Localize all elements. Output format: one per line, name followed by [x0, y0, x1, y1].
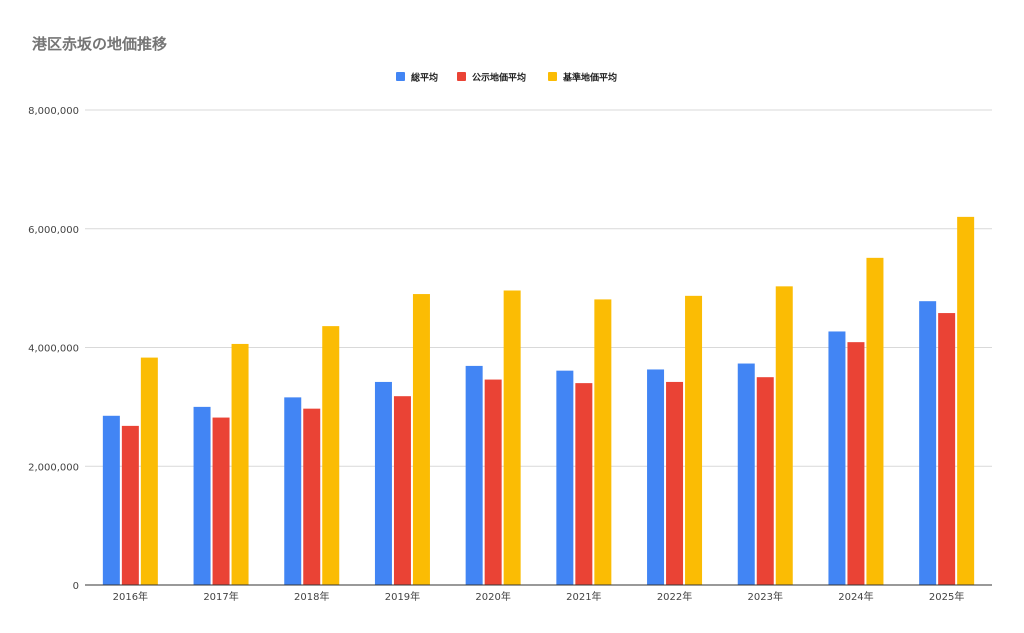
bar	[575, 383, 593, 585]
bar	[465, 365, 483, 585]
bar	[412, 294, 430, 585]
legend-label: 公示地価平均	[472, 72, 526, 84]
bar	[284, 397, 302, 585]
bar	[647, 369, 665, 585]
y-tick-label: 2,000,000	[28, 462, 79, 473]
x-tick-label: 2020年	[475, 590, 510, 603]
bar	[193, 406, 211, 585]
bar	[919, 301, 937, 585]
bar	[938, 313, 956, 585]
bar	[594, 299, 612, 585]
bar	[957, 216, 975, 585]
x-tick-label: 2023年	[748, 590, 783, 603]
bar	[140, 357, 158, 585]
bar	[322, 326, 340, 585]
bar	[685, 295, 703, 585]
bar	[737, 363, 755, 585]
x-tick-label: 2016年	[113, 590, 148, 603]
x-tick-label: 2022年	[657, 590, 692, 603]
bar	[374, 381, 392, 585]
x-axis-ticks: 2016年 2017年 2018年 2019年 2020年 2021年 2022年 2023年…	[113, 590, 965, 603]
bar	[303, 408, 321, 585]
bar	[102, 415, 120, 585]
x-tick-label: 2017年	[203, 590, 238, 603]
y-tick-label: 4,000,000	[28, 344, 79, 355]
bar	[775, 286, 793, 585]
legend-swatch	[396, 72, 405, 81]
y-tick-label: 6,000,000	[28, 225, 79, 236]
bar	[828, 331, 846, 585]
x-tick-label: 2021年	[566, 590, 601, 603]
y-axis-ticks: 0 2,000,000 4,000,000 6,000,000 8,000,000	[28, 106, 79, 592]
x-tick-label: 2019年	[385, 590, 420, 603]
x-tick-label: 2018年	[294, 590, 329, 603]
bar	[756, 377, 774, 585]
chart-title: 港区赤坂の地価推移	[32, 35, 168, 53]
bar	[212, 417, 230, 585]
x-tick-label: 2024年	[838, 590, 873, 603]
legend-swatch	[548, 72, 557, 81]
legend-label: 総平均	[411, 72, 438, 84]
y-tick-label: 0	[73, 581, 79, 592]
bar	[503, 290, 521, 585]
bar	[121, 425, 139, 585]
bar	[231, 343, 249, 585]
y-tick-label: 8,000,000	[28, 106, 79, 117]
bar	[393, 396, 411, 585]
legend-label: 基準地価平均	[562, 72, 617, 84]
bar	[484, 379, 502, 585]
bars	[102, 216, 975, 585]
bar	[666, 381, 684, 585]
x-tick-label: 2025年	[929, 590, 964, 603]
bar	[556, 370, 574, 585]
bar	[866, 257, 884, 585]
legend-swatch	[457, 72, 466, 81]
legend: 総平均 公示地価平均 基準地価平均	[396, 72, 617, 84]
bar	[847, 342, 865, 585]
